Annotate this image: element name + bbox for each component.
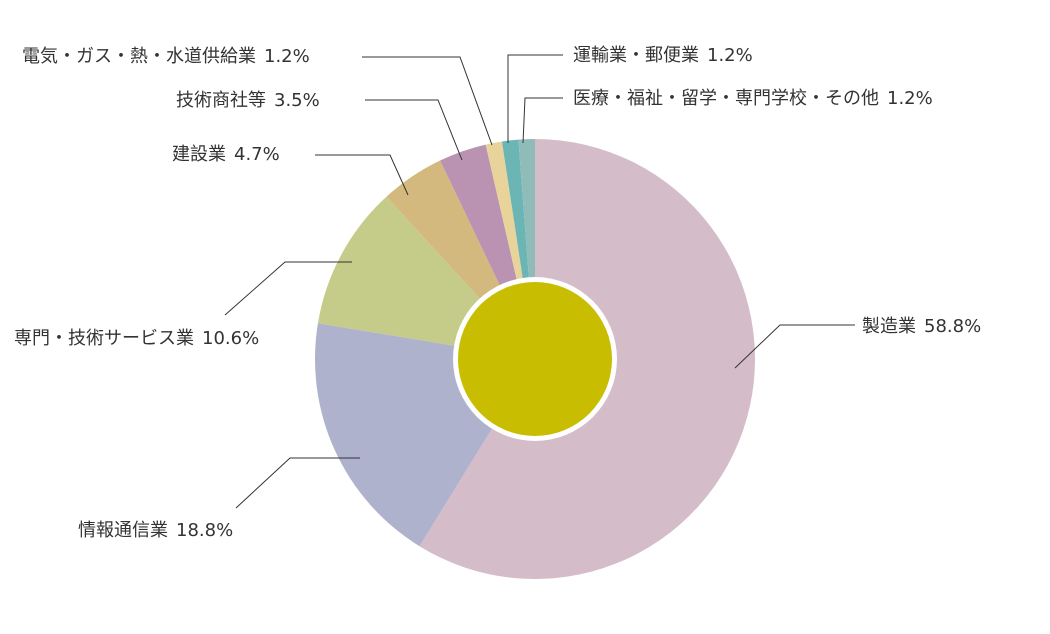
value-label: 18.8% xyxy=(176,520,233,541)
slice-label: 運輸業・郵便業 1.2% xyxy=(573,45,753,66)
value-label: 1.2% xyxy=(707,45,753,66)
category-label: 技術商社等 xyxy=(176,90,266,111)
value-label: 1.2% xyxy=(887,88,933,109)
slice-label: 電気・ガス・熱・水道供給業 1.2% xyxy=(22,46,310,67)
value-label: 10.6% xyxy=(202,328,259,349)
category-label: 専門・技術サービス業 xyxy=(14,328,194,349)
value-label: 58.8% xyxy=(924,316,981,337)
leader-line xyxy=(315,154,409,196)
leader-line xyxy=(522,97,563,144)
slice-label: 製造業 58.8% xyxy=(862,316,981,337)
slice-label: 専門・技術サービス業 10.6% xyxy=(14,328,259,349)
leader-line xyxy=(507,54,563,143)
category-label: 情報通信業 xyxy=(78,520,168,541)
slice-label: 技術商社等 3.5% xyxy=(176,90,320,111)
value-label: 1.2% xyxy=(264,46,310,67)
center-disc xyxy=(458,282,612,436)
category-label: 運輸業・郵便業 xyxy=(573,45,699,66)
leader-line xyxy=(235,457,360,509)
leader-line xyxy=(734,324,855,369)
category-label: 製造業 xyxy=(862,316,916,337)
value-label: 3.5% xyxy=(274,90,320,111)
value-label: 4.7% xyxy=(234,144,280,165)
slice-label: 情報通信業 18.8% xyxy=(78,520,233,541)
leader-line xyxy=(365,99,463,161)
category-label: 建設業 xyxy=(172,144,226,165)
leader-line xyxy=(362,56,493,146)
leader-line xyxy=(224,261,352,316)
slice-label: 医療・福祉・留学・専門学校・その他 1.2% xyxy=(573,88,933,109)
slice-label: 建設業 4.7% xyxy=(172,144,280,165)
category-label: 電気・ガス・熱・水道供給業 xyxy=(22,46,256,67)
category-label: 医療・福祉・留学・専門学校・その他 xyxy=(573,88,879,109)
